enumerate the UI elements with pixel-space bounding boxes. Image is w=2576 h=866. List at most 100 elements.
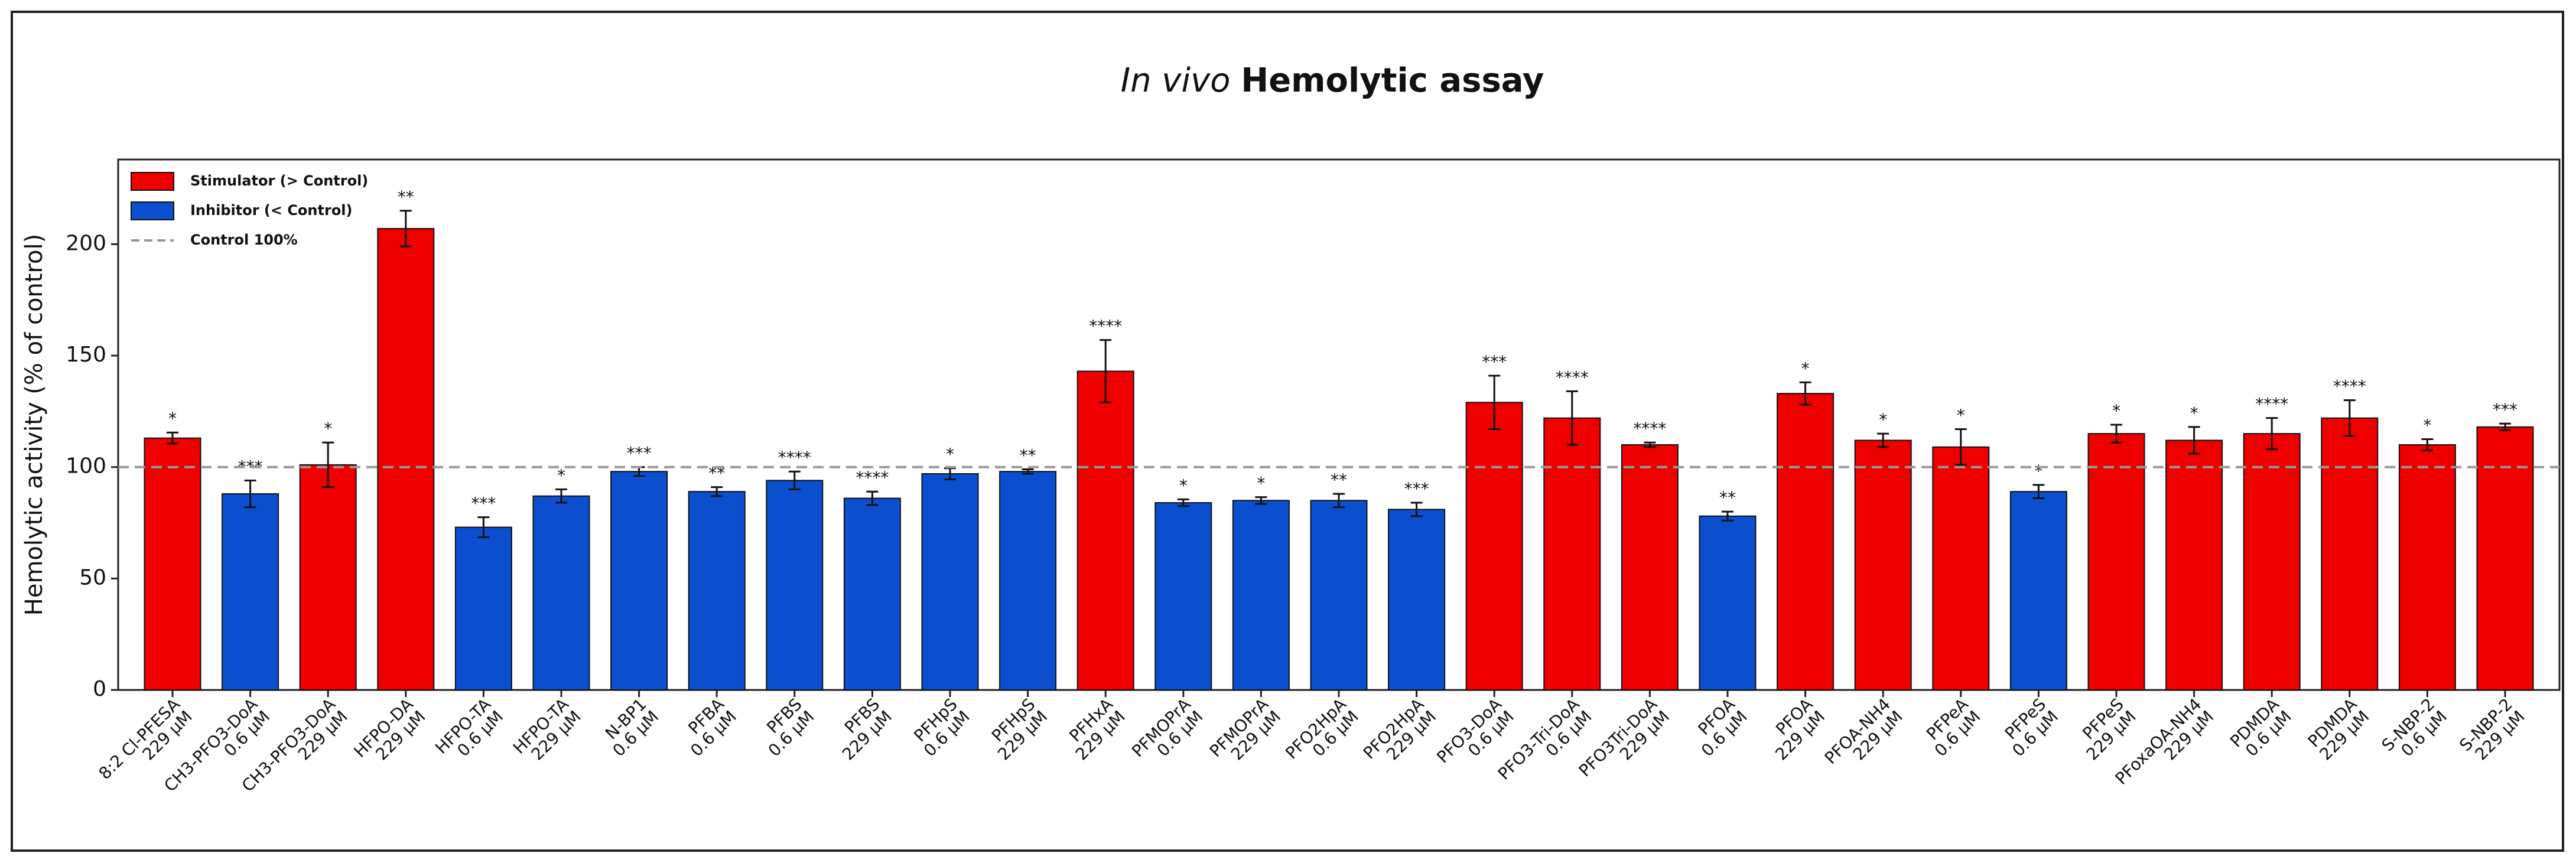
error-bar bbox=[711, 486, 723, 497]
x-tick-label: S-NBP-20.6 μM bbox=[2378, 695, 2451, 767]
bar bbox=[921, 473, 979, 691]
significance-label: ** bbox=[1719, 488, 1736, 507]
error-bar bbox=[2421, 438, 2434, 451]
bar bbox=[1154, 502, 1212, 691]
error-bar bbox=[399, 210, 412, 248]
significance-label: *** bbox=[2493, 400, 2518, 419]
error-bar bbox=[2499, 422, 2511, 431]
error-bar bbox=[1488, 375, 1501, 431]
bar bbox=[610, 471, 668, 691]
bar bbox=[1854, 439, 1912, 691]
bar bbox=[299, 464, 357, 691]
significance-label: ** bbox=[398, 187, 414, 207]
error-bar bbox=[1177, 498, 1189, 507]
y-tick-label: 200 bbox=[66, 231, 106, 255]
error-bar bbox=[555, 488, 567, 504]
significance-label: * bbox=[2190, 403, 2198, 423]
error-bar bbox=[2266, 417, 2278, 451]
significance-label: **** bbox=[1556, 367, 1589, 387]
significance-label: * bbox=[1257, 474, 1265, 493]
bar bbox=[1543, 417, 1601, 691]
bar bbox=[1621, 444, 1679, 691]
x-tick-label: HFPO-DA229 μM bbox=[350, 695, 429, 774]
significance-label: **** bbox=[2255, 395, 2288, 414]
x-tick-label: PFPeS0.6 μM bbox=[1996, 695, 2063, 761]
error-bar bbox=[1566, 390, 1578, 446]
significance-label: ** bbox=[1020, 445, 1036, 465]
error-bar bbox=[1799, 381, 1811, 406]
legend-label: Inhibitor (< Control) bbox=[190, 202, 353, 219]
significance-label: *** bbox=[627, 444, 652, 463]
bar bbox=[1232, 500, 1290, 691]
error-bar bbox=[1333, 493, 1345, 509]
significance-label: * bbox=[557, 465, 565, 485]
bar bbox=[2087, 433, 2145, 691]
bar bbox=[843, 497, 901, 691]
significance-label: * bbox=[1801, 359, 1810, 378]
error-bar bbox=[1022, 468, 1034, 475]
significance-label: * bbox=[2112, 401, 2120, 421]
x-tick-label: PFOA0.6 μM bbox=[1685, 695, 1751, 761]
error-bar bbox=[2343, 399, 2356, 437]
x-tick-label: PDMDA0.6 μM bbox=[2226, 695, 2295, 764]
significance-label: **** bbox=[2333, 376, 2366, 396]
significance-label: * bbox=[168, 409, 177, 428]
significance-label: * bbox=[1879, 410, 1887, 429]
bar bbox=[377, 227, 435, 691]
error-bar bbox=[2188, 426, 2200, 455]
bar bbox=[1777, 393, 1835, 691]
significance-label: **** bbox=[1089, 317, 1122, 336]
bar bbox=[1388, 509, 1446, 691]
significance-label: * bbox=[1957, 406, 1965, 425]
error-bar bbox=[167, 431, 178, 445]
x-tick-label: PFPeS229 μM bbox=[2070, 695, 2140, 764]
error-bar bbox=[1722, 510, 1733, 522]
error-bar bbox=[1644, 441, 1656, 448]
frame bbox=[11, 11, 2564, 852]
x-tick-label: PFOA229 μM bbox=[1759, 695, 1829, 764]
legend-label: Stimulator (> Control) bbox=[190, 172, 368, 189]
significance-label: ** bbox=[1331, 470, 1347, 490]
chart-title: In vivo Hemolytic assay bbox=[1121, 61, 1544, 100]
bar bbox=[222, 493, 279, 691]
error-bar bbox=[1410, 502, 1423, 517]
x-tick-label: PFMOPrA0.6 μM bbox=[1128, 695, 1206, 773]
bar bbox=[2243, 433, 2301, 691]
x-tick-label: PFBS229 μM bbox=[826, 695, 896, 764]
y-axis-label: Hemolytic activity (% of control) bbox=[21, 234, 48, 616]
x-tick-label: PFHpS0.6 μM bbox=[908, 695, 974, 761]
significance-label: **** bbox=[1633, 419, 1666, 438]
significance-label: * bbox=[324, 419, 332, 438]
bar bbox=[2321, 417, 2379, 691]
bar bbox=[532, 495, 590, 691]
bar bbox=[1699, 515, 1757, 691]
x-tick-label: PFHpS229 μM bbox=[981, 695, 1051, 764]
significance-label: * bbox=[1179, 476, 1188, 495]
bar bbox=[2165, 439, 2223, 691]
legend-swatch bbox=[131, 201, 174, 220]
x-tick-label: PFHxA229 μM bbox=[1059, 695, 1129, 764]
x-tick-label: HFPO-TA0.6 μM bbox=[431, 695, 507, 770]
x-tick-label: PFO2HpA229 μM bbox=[1359, 695, 1440, 776]
x-tick-label: HFPO-TA229 μM bbox=[509, 695, 585, 770]
significance-label: **** bbox=[856, 468, 889, 487]
error-bar bbox=[477, 516, 490, 539]
legend-label: Control 100% bbox=[190, 232, 298, 248]
bar bbox=[2476, 426, 2534, 691]
error-bar bbox=[1877, 432, 1889, 448]
y-tick-label: 100 bbox=[66, 454, 106, 478]
x-tick-label: PFO3-Tri-DoA0.6 μM bbox=[1494, 695, 1596, 796]
error-bar bbox=[1255, 496, 1267, 505]
significance-label: *** bbox=[471, 494, 496, 513]
x-tick-label: PFMOPrA229 μM bbox=[1206, 695, 1284, 773]
bar bbox=[2009, 491, 2067, 691]
bar bbox=[1310, 500, 1368, 691]
y-tick-label: 150 bbox=[66, 343, 106, 367]
x-tick-label: PFBS0.6 μM bbox=[752, 695, 818, 761]
error-bar bbox=[1100, 339, 1112, 403]
y-tick-label: 0 bbox=[93, 677, 106, 701]
x-tick-label: PFO3Tri-DoA229 μM bbox=[1575, 695, 1674, 793]
bar bbox=[1076, 370, 1134, 691]
significance-label: * bbox=[2423, 416, 2431, 435]
